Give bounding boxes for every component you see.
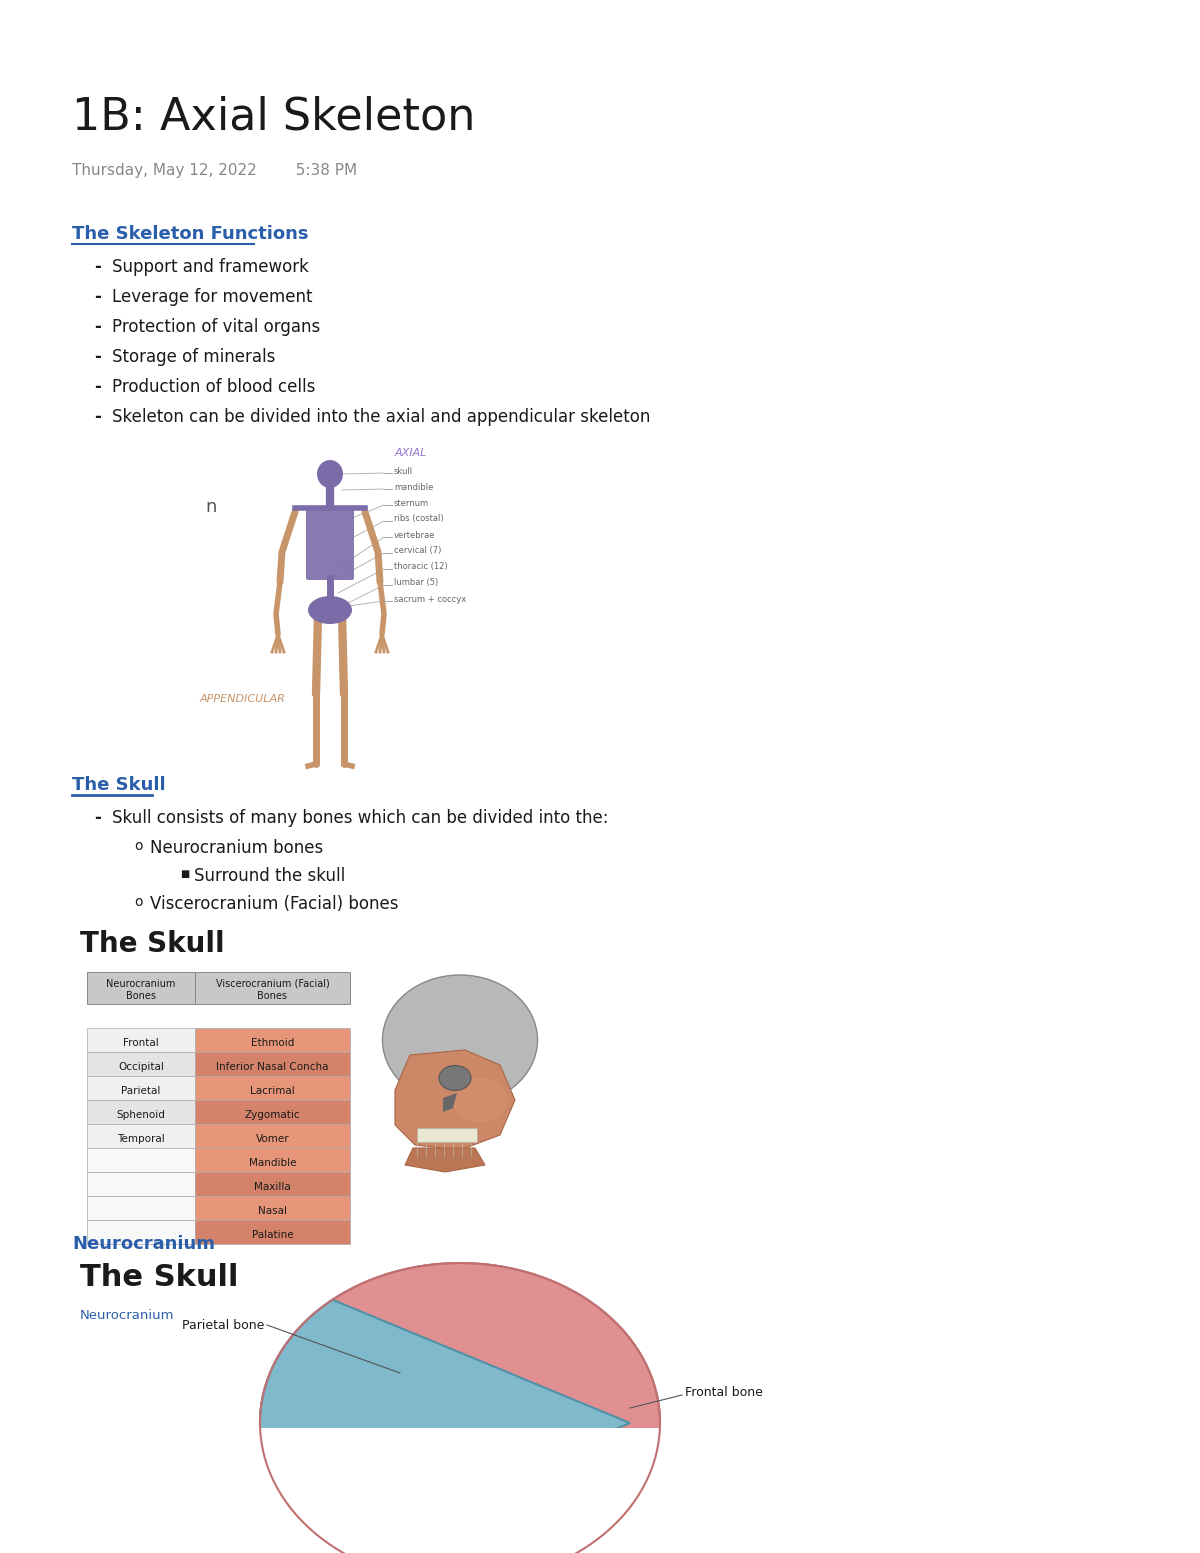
Bar [88,1076,194,1100]
Text: Viscerocranium (Facial) bones: Viscerocranium (Facial) bones [150,895,398,913]
Text: Skeleton can be divided into the axial and appendicular skeleton: Skeleton can be divided into the axial a… [112,408,650,426]
Text: The Skull: The Skull [80,1263,239,1292]
Bar [418,1127,478,1141]
FancyBboxPatch shape [306,506,354,579]
Text: ribs (costal): ribs (costal) [394,514,444,523]
Polygon shape [406,1148,485,1173]
Bar [88,1028,194,1051]
Text: -: - [94,408,101,426]
Text: Occipital: Occipital [118,1062,164,1072]
Text: Neurocranium: Neurocranium [80,1309,174,1322]
Text: Sphenoid: Sphenoid [116,1110,166,1120]
Text: Mandible: Mandible [248,1159,296,1168]
Bar [194,1221,350,1244]
Text: Leverage for movement: Leverage for movement [112,287,312,306]
Text: Frontal: Frontal [124,1037,158,1048]
Bar [194,1196,350,1221]
Ellipse shape [317,460,343,488]
Ellipse shape [260,1263,660,1553]
Text: Production of blood cells: Production of blood cells [112,377,316,396]
Text: Viscerocranium (Facial)
Bones: Viscerocranium (Facial) Bones [216,978,329,1002]
Text: cervical (7): cervical (7) [394,547,442,556]
Bar [194,1173,350,1196]
Bar [250,1429,670,1553]
Bar [88,1100,194,1124]
Bar [88,1173,194,1196]
Text: 1B: Axial Skeleton: 1B: Axial Skeleton [72,95,475,138]
Text: Frontal bone: Frontal bone [685,1387,763,1399]
Text: ■: ■ [180,870,190,879]
Ellipse shape [383,975,538,1106]
Text: sternum: sternum [394,499,430,508]
Polygon shape [260,1300,630,1547]
Text: Skull consists of many bones which can be divided into the:: Skull consists of many bones which can b… [112,809,608,828]
Bar [250,1429,670,1553]
Text: -: - [94,809,101,828]
Text: The Skull: The Skull [80,930,224,958]
Text: Maxilla: Maxilla [254,1182,290,1193]
Text: -: - [94,377,101,396]
Ellipse shape [452,1078,508,1123]
Text: Neurocranium: Neurocranium [72,1235,215,1253]
Text: lumbar (5): lumbar (5) [394,579,438,587]
Text: Nasal: Nasal [258,1207,287,1216]
Text: Storage of minerals: Storage of minerals [112,348,275,367]
Text: -: - [94,258,101,276]
Text: o: o [134,839,143,853]
Text: Parietal: Parietal [121,1086,161,1096]
Text: Neurocranium
Bones: Neurocranium Bones [107,978,175,1002]
Text: o: o [134,895,143,909]
Bar [194,1076,350,1100]
Bar [194,1028,350,1051]
Text: skull: skull [394,466,413,475]
Text: Inferior Nasal Concha: Inferior Nasal Concha [216,1062,329,1072]
Text: APPENDICULAR: APPENDICULAR [200,694,286,704]
Text: n: n [205,499,216,516]
Bar [88,1051,194,1076]
Bar [88,1221,194,1244]
Text: Thursday, May 12, 2022        5:38 PM: Thursday, May 12, 2022 5:38 PM [72,163,358,179]
Bar [194,972,350,1003]
Text: thoracic (12): thoracic (12) [394,562,448,572]
Text: Parietal bone: Parietal bone [182,1318,264,1332]
Text: vertebrae: vertebrae [394,531,436,539]
Bar [88,972,194,1003]
Text: -: - [94,318,101,335]
Text: Lacrimal: Lacrimal [250,1086,295,1096]
Text: Zygomatic: Zygomatic [245,1110,300,1120]
Polygon shape [443,1093,457,1112]
Bar [88,1196,194,1221]
Bar [88,1148,194,1173]
Text: mandible: mandible [394,483,433,491]
Text: Neurocranium bones: Neurocranium bones [150,839,323,857]
Text: -: - [94,348,101,367]
Ellipse shape [439,1065,470,1090]
Ellipse shape [308,596,352,624]
Text: AXIAL: AXIAL [395,447,427,458]
Text: -: - [94,287,101,306]
Bar [194,1051,350,1076]
Bar [88,1124,194,1148]
Text: The Skull: The Skull [72,776,166,794]
Text: Temporal: Temporal [118,1134,164,1145]
Text: Support and framework: Support and framework [112,258,308,276]
Bar [194,1100,350,1124]
Text: Protection of vital organs: Protection of vital organs [112,318,320,335]
Text: Ethmoid: Ethmoid [251,1037,294,1048]
Bar [194,1148,350,1173]
Polygon shape [395,1050,515,1151]
Text: Vomer: Vomer [256,1134,289,1145]
Text: Palatine: Palatine [252,1230,293,1239]
Bar [194,1124,350,1148]
Text: sacrum + coccyx: sacrum + coccyx [394,595,467,604]
Text: The Skeleton Functions: The Skeleton Functions [72,225,308,242]
Text: Surround the skull: Surround the skull [194,867,346,885]
